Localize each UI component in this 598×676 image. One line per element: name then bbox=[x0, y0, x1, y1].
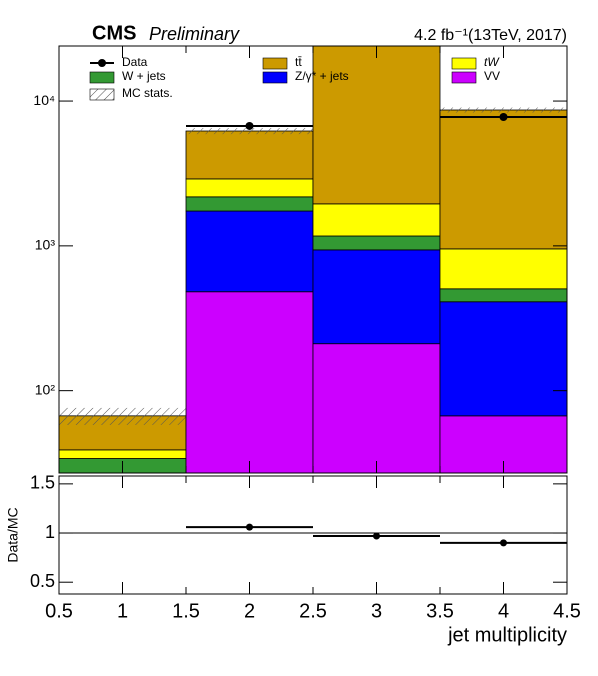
data-point bbox=[245, 121, 254, 130]
mc-stat-band bbox=[59, 407, 186, 425]
bar-segment bbox=[59, 449, 187, 459]
y-tick-label: 1.5 bbox=[30, 473, 55, 493]
bar-segment bbox=[312, 249, 441, 345]
bar-segment bbox=[185, 196, 314, 212]
legend-label: MC stats. bbox=[122, 86, 173, 100]
chart-title: CMS bbox=[92, 22, 136, 44]
frame bbox=[58, 45, 568, 474]
bar-segment bbox=[312, 46, 441, 205]
legend-data-marker bbox=[98, 59, 106, 67]
x-tick-label: 3.5 bbox=[426, 600, 454, 622]
x-axis-label: jet multiplicity bbox=[447, 624, 567, 646]
legend-swatch bbox=[262, 71, 288, 84]
bar-segment bbox=[439, 288, 567, 303]
bar-segment bbox=[185, 178, 314, 198]
ratio-point bbox=[500, 539, 507, 547]
x-tick-label: 3 bbox=[371, 600, 382, 622]
x-tick-label: 1.5 bbox=[172, 600, 200, 622]
y-tick-label: 1 bbox=[45, 522, 55, 542]
bar-segment bbox=[312, 203, 441, 237]
y-axis-label: Data/MC bbox=[5, 507, 21, 562]
x-tick-label: 0.5 bbox=[45, 600, 73, 622]
axes: 10² 10³ 10⁴ 0.5 1 1.5 2 2.5 3 3.5 4 4.5 VV Z/γ* + jet… bbox=[30, 45, 581, 622]
bar-segment bbox=[185, 291, 314, 473]
y-tick-label: 0.5 bbox=[30, 571, 55, 591]
legend-swatch bbox=[451, 57, 477, 70]
main-plot bbox=[59, 46, 567, 473]
lumi-label: 4.2 fb⁻¹(13TeV, 2017) bbox=[414, 27, 567, 44]
ratio-point bbox=[373, 532, 380, 540]
bar-segment bbox=[185, 130, 314, 180]
legend-swatch bbox=[262, 57, 288, 70]
y-tick-label: 10² bbox=[35, 381, 56, 397]
legend-label: tW bbox=[484, 55, 500, 69]
legend-swatch bbox=[89, 71, 115, 84]
bar-segment bbox=[185, 210, 314, 293]
bar-segment bbox=[439, 301, 567, 417]
mc-stat-band bbox=[440, 107, 567, 113]
chart-subtitle: Preliminary bbox=[149, 24, 240, 44]
ratio-point bbox=[246, 523, 253, 531]
x-tick-label: 1 bbox=[117, 600, 128, 622]
legend-swatch bbox=[451, 71, 477, 84]
mc-stat-band bbox=[186, 128, 313, 135]
y-tick-label: 10³ bbox=[35, 237, 56, 253]
legend-label: VV bbox=[484, 69, 500, 83]
bar-segment bbox=[312, 235, 441, 251]
legend-label: W + jets bbox=[122, 69, 166, 83]
ratio-plot bbox=[59, 523, 567, 547]
x-tick-label: 2.5 bbox=[299, 600, 327, 622]
y-tick-label: 10⁴ bbox=[33, 92, 55, 108]
bar-segment bbox=[439, 109, 567, 250]
frame bbox=[58, 475, 568, 595]
legend-swatch bbox=[89, 88, 115, 101]
x-tick-label: 4 bbox=[498, 600, 509, 622]
x-tick-label: 2 bbox=[244, 600, 255, 622]
data-point bbox=[499, 113, 508, 122]
bar-segment bbox=[312, 343, 441, 473]
bar-segment bbox=[439, 248, 567, 290]
x-tick-label: 4.5 bbox=[553, 600, 581, 622]
legend-label: Data bbox=[122, 55, 148, 69]
legend-label: tt̄ bbox=[295, 55, 302, 69]
legend-label: Z/γ* + jets bbox=[295, 69, 349, 83]
